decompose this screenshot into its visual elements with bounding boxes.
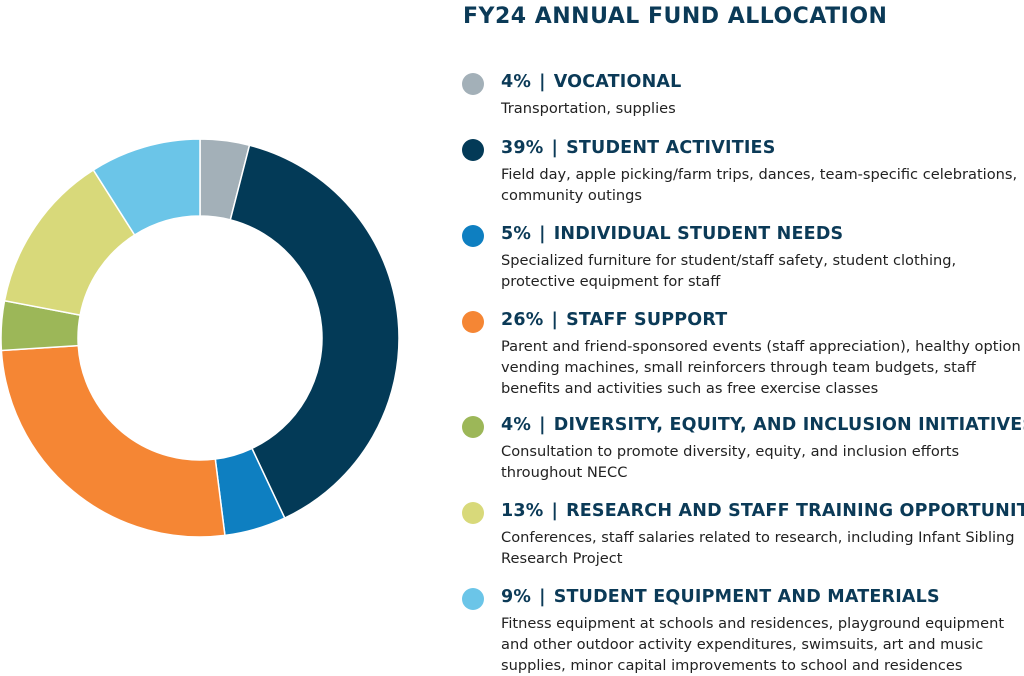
chart-title: FY24 ANNUAL FUND ALLOCATION — [463, 4, 888, 29]
donut-chart — [0, 138, 400, 538]
legend-separator: | — [539, 72, 546, 92]
legend-percent: 26% — [501, 310, 544, 330]
legend-label: RESEARCH AND STAFF TRAINING OPPORTUNITIE… — [566, 501, 1024, 521]
legend-percent: 4% — [501, 72, 532, 92]
legend-separator: | — [539, 224, 546, 244]
legend-heading: 26% | STAFF SUPPORT — [501, 310, 727, 330]
legend-swatch-icon — [462, 588, 484, 610]
legend-separator: | — [539, 587, 546, 607]
legend-percent: 4% — [501, 415, 532, 435]
legend-description: Transportation, supplies — [501, 100, 676, 117]
legend-separator: | — [551, 501, 559, 521]
legend-heading: 39% | STUDENT ACTIVITIES — [501, 138, 776, 158]
legend-label: STAFF SUPPORT — [566, 310, 728, 330]
legend-label: STUDENT ACTIVITIES — [566, 138, 776, 158]
legend-heading: 13% | RESEARCH AND STAFF TRAINING OPPORTUN… — [501, 501, 1024, 521]
legend-label: STUDENT EQUIPMENT AND MATERIALS — [553, 587, 940, 607]
legend-swatch-icon — [462, 225, 484, 247]
legend-description: Conferences, staff salaries related to r… — [501, 529, 1015, 567]
legend-label: VOCATIONAL — [553, 72, 682, 92]
legend-swatch-icon — [462, 311, 484, 333]
legend-heading: 5% | INDIVIDUAL STUDENT NEEDS — [501, 224, 843, 244]
legend-percent: 13% — [501, 501, 544, 521]
donut-slice-staff-support — [0, 344, 226, 538]
legend-heading: 4% | VOCATIONAL — [501, 72, 682, 92]
donut-slice-student-equipment-and-materials — [92, 138, 201, 237]
legend-separator: | — [551, 138, 559, 158]
legend-separator: | — [551, 310, 559, 330]
legend-swatch-icon — [462, 416, 484, 438]
legend-percent: 9% — [501, 587, 532, 607]
legend-label: INDIVIDUAL STUDENT NEEDS — [553, 224, 844, 244]
legend-description: Fitness equipment at schools and residen… — [501, 615, 1005, 674]
legend-swatch-icon — [462, 139, 484, 161]
legend-separator: | — [539, 415, 546, 435]
legend-swatch-icon — [462, 502, 484, 524]
legend-swatch-icon — [462, 73, 484, 95]
legend-description: Field day, apple picking/farm trips, dan… — [501, 166, 1018, 204]
legend-heading: 9% | STUDENT EQUIPMENT AND MATERIALS — [501, 587, 940, 607]
legend-label: DIVERSITY, EQUITY, AND INCLUSION INITIAT… — [553, 415, 1024, 435]
legend-heading: 4% | DIVERSITY, EQUITY, AND INCLUSION INIT… — [501, 415, 1024, 435]
donut-slice-student-activities — [229, 144, 400, 520]
legend-description: Consultation to promote diversity, equit… — [501, 443, 960, 481]
legend-percent: 39% — [501, 138, 544, 158]
legend-percent: 5% — [501, 224, 532, 244]
legend-description: Specialized furniture for student/staff … — [501, 252, 957, 290]
legend-description: Parent and friend-sponsored events (staf… — [501, 338, 1021, 397]
